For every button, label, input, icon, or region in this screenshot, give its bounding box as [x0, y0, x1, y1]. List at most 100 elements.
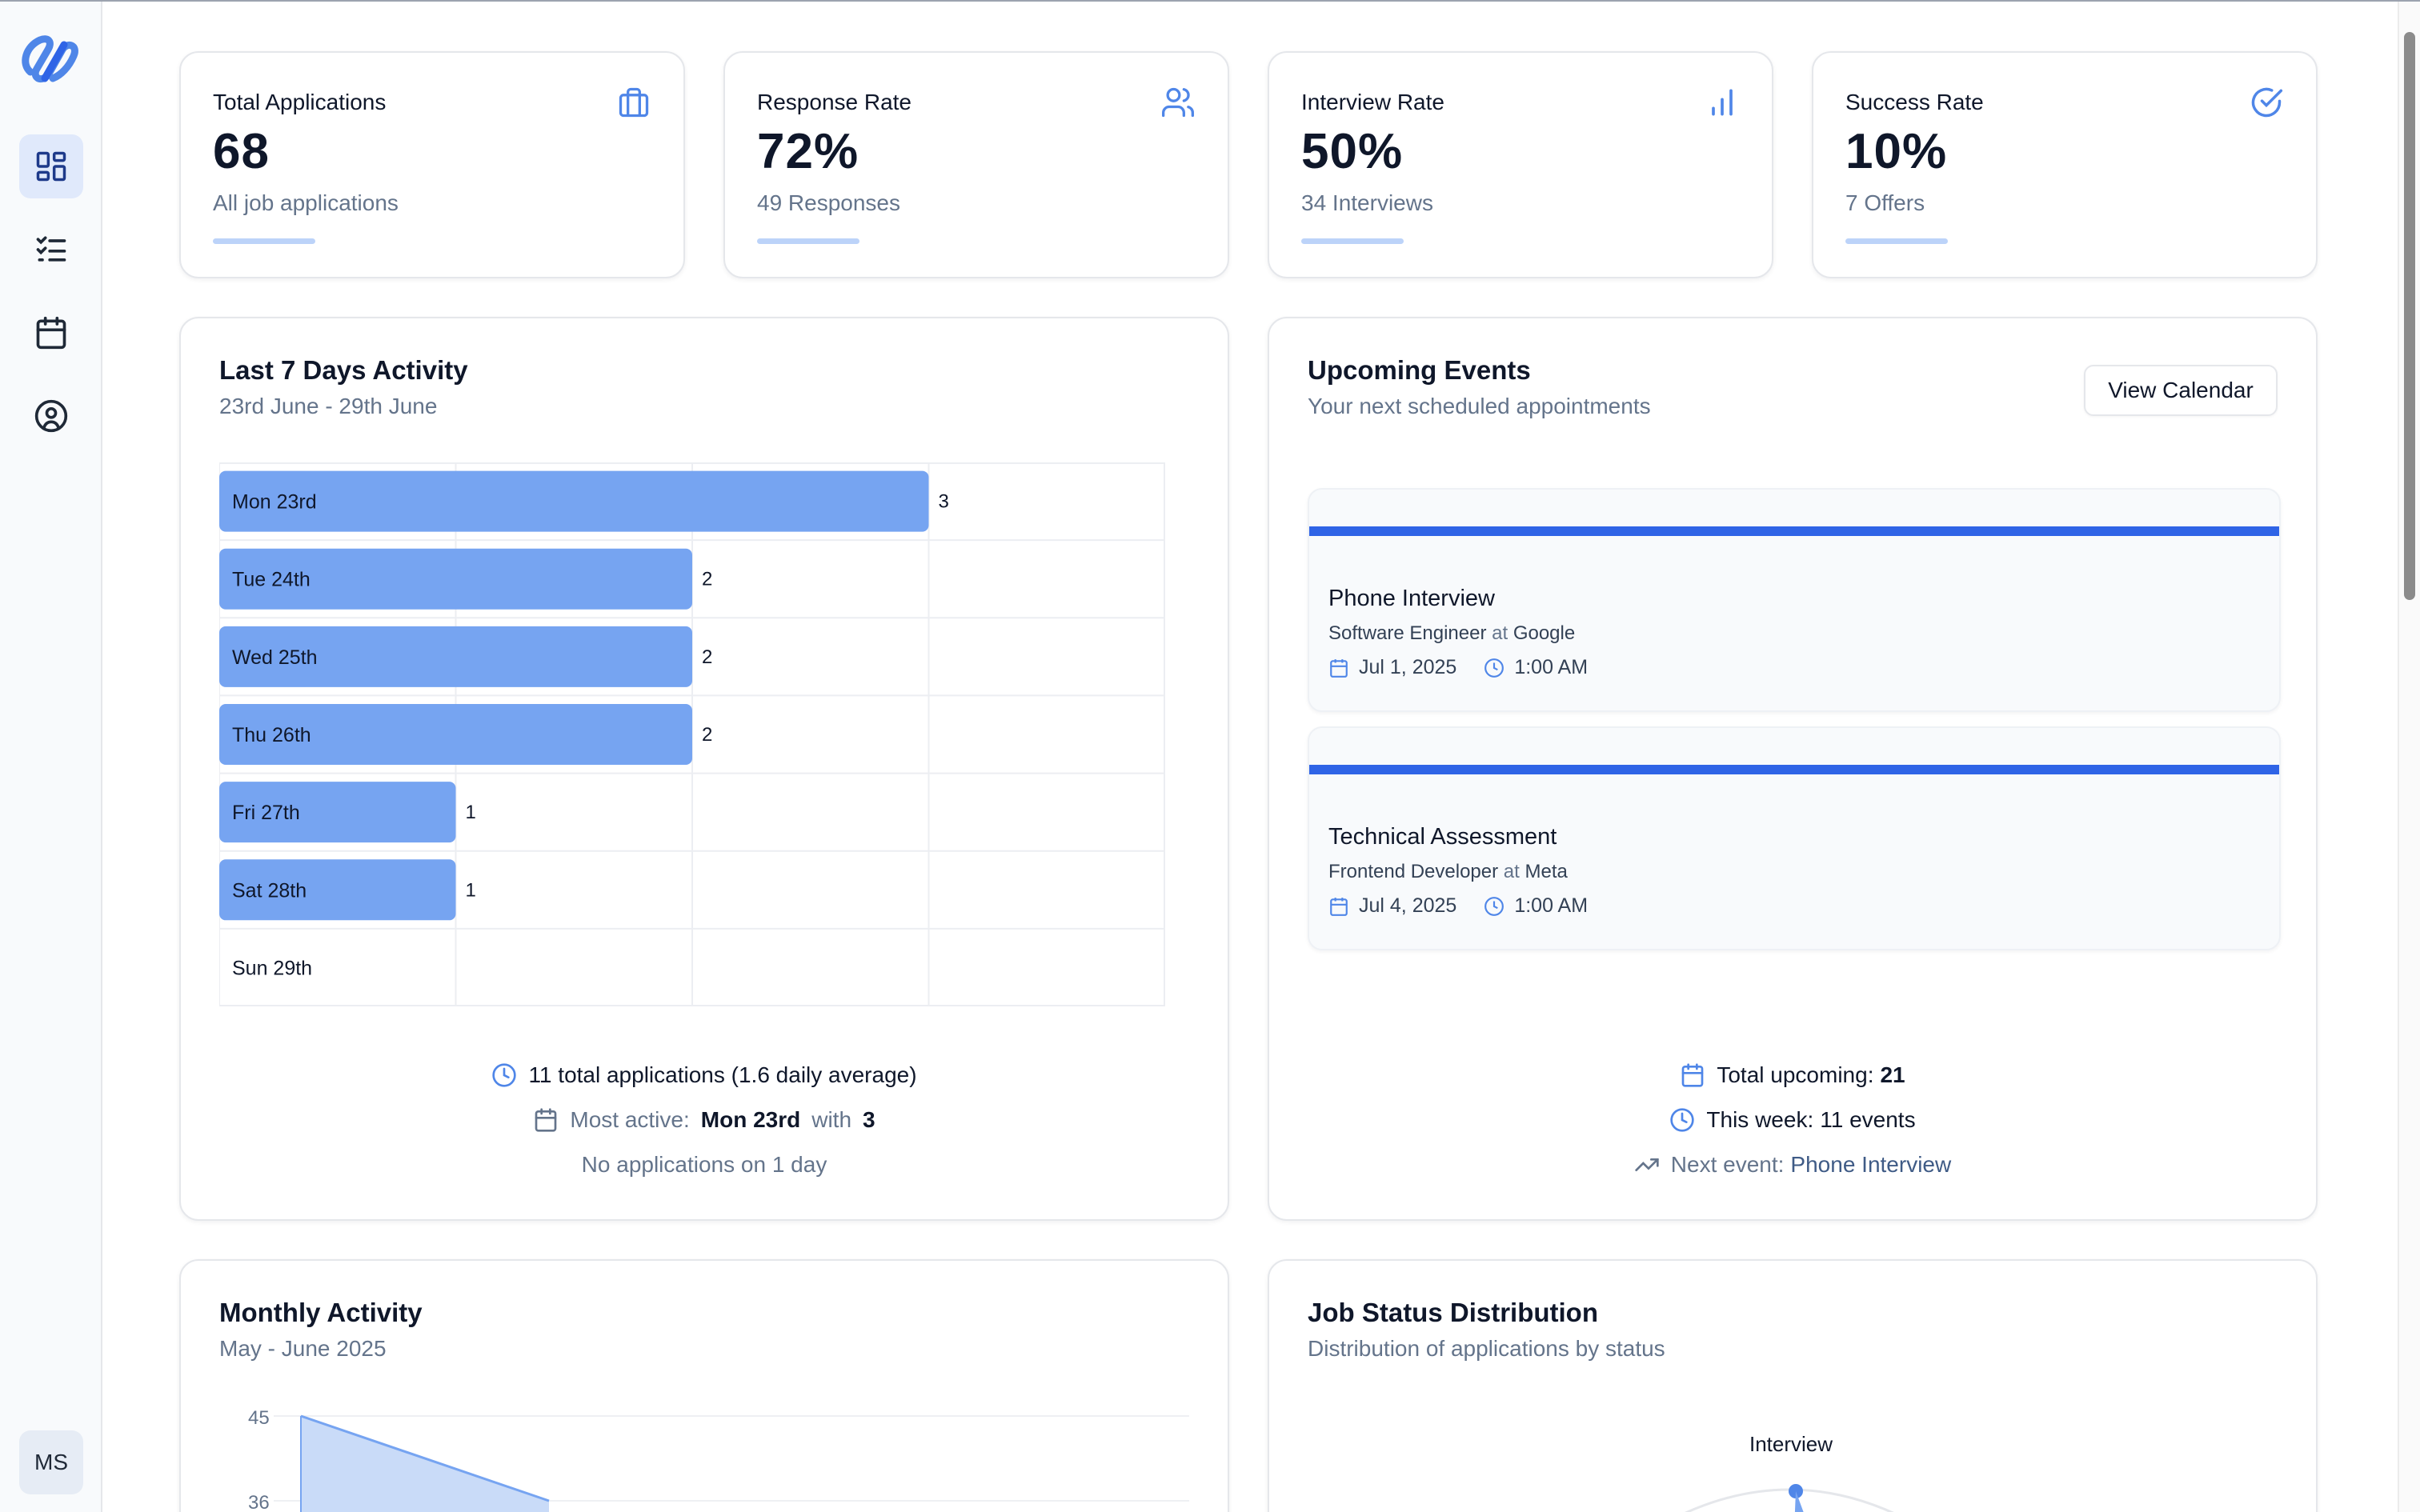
bar-chart-icon [1712, 89, 1733, 116]
events-this-week: This week: 11 events [1269, 1107, 2316, 1133]
app-logo-icon[interactable] [16, 26, 83, 93]
trending-up-icon [1635, 1158, 1659, 1171]
bar-value-label: 2 [702, 646, 712, 668]
event-role: Software Engineer at Google [1328, 622, 1575, 645]
nav-jobs-button[interactable] [19, 218, 83, 282]
stat-card-interview-rate: Interview Rate 50% 34 Interviews [1268, 51, 1773, 278]
stat-title: Response Rate [757, 90, 912, 114]
stat-subtitle: 49 Responses [757, 190, 901, 215]
activity-total-summary: 11 total applications (1.6 daily average… [181, 1062, 1228, 1088]
event-at: at [1492, 622, 1508, 644]
clock-icon [1670, 1108, 1695, 1132]
stat-value: 50% [1301, 124, 1404, 179]
stat-accent-bar [1301, 238, 1404, 244]
monthly-activity-card: Monthly Activity May - June 2025 45 36 [179, 1259, 1229, 1512]
event-role-title: Frontend Developer [1328, 861, 1499, 882]
bar-category-label: Fri 27th [232, 802, 300, 824]
clock-icon [1484, 658, 1504, 678]
monthly-area-chart: 45 36 [248, 1407, 1189, 1512]
activity-title: Last 7 Days Activity [219, 355, 468, 385]
bar-category-label: Mon 23rd [232, 491, 317, 514]
no-apps-text: No applications on 1 day [581, 1152, 827, 1177]
events-total-upcoming: Total upcoming: 21 [1269, 1062, 2316, 1088]
view-calendar-button[interactable]: View Calendar [2084, 365, 2278, 416]
bar-category-label: Tue 24th [232, 569, 311, 591]
sidebar: MS [0, 2, 102, 1512]
event-title: Technical Assessment [1328, 824, 1557, 850]
calendar-icon [535, 1108, 557, 1132]
bar-tue-24th[interactable] [219, 548, 692, 610]
briefcase-icon [619, 87, 649, 118]
next-event-label: Next event: [1670, 1152, 1785, 1177]
activity-bar-chart: 3 Mon 23rd 2 Tue 24th 2 Wed 25th 2 Thu 26th 1 Fri… [219, 462, 1165, 1006]
bar-category-label: Wed 25th [232, 646, 318, 669]
stat-accent-bar [757, 238, 859, 244]
event-meta: Jul 4, 2025 1:00 AM [1328, 894, 1588, 918]
distribution-title: Job Status Distribution [1308, 1298, 1598, 1327]
event-title: Phone Interview [1328, 586, 1495, 611]
page-scrollbar-thumb[interactable] [2404, 32, 2415, 600]
nav-profile-button[interactable] [19, 384, 83, 448]
events-subtitle: Your next scheduled appointments [1308, 394, 1651, 418]
activity-total-text: 11 total applications (1.6 daily average… [528, 1062, 917, 1087]
status-pie-chart [1685, 1484, 1894, 1512]
calendar-icon [36, 316, 66, 350]
stat-subtitle: 34 Interviews [1301, 190, 1433, 215]
clock-icon [492, 1063, 517, 1087]
nav-calendar-button[interactable] [19, 301, 83, 365]
bar-thu-26th[interactable] [219, 704, 692, 765]
bar-category-label: Sat 28th [232, 879, 307, 902]
stat-subtitle: All job applications [213, 190, 399, 215]
event-date: Jul 1, 2025 [1359, 656, 1457, 678]
calendar-icon [1330, 658, 1348, 678]
next-event-value[interactable]: Phone Interview [1790, 1152, 1952, 1177]
total-upcoming-label: Total upcoming: [1717, 1062, 1874, 1087]
y-tick-label: 45 [248, 1407, 270, 1429]
user-initials: MS [34, 1450, 68, 1474]
monthly-title: Monthly Activity [219, 1298, 423, 1327]
activity-card: Last 7 Days Activity 23rd June - 29th Ju… [179, 317, 1229, 1221]
stat-title: Total Applications [213, 90, 387, 114]
event-at: at [1503, 861, 1520, 882]
bar-value-label: 2 [702, 569, 712, 590]
stat-title: Interview Rate [1301, 90, 1444, 114]
event-role-title: Software Engineer [1328, 622, 1487, 644]
most-active-count: 3 [863, 1107, 875, 1132]
user-avatar[interactable]: MS [19, 1430, 83, 1494]
event-date: Jul 4, 2025 [1359, 894, 1457, 917]
window-top-border [0, 0, 2420, 2]
event-accent-bar [1309, 765, 2279, 774]
event-time: 1:00 AM [1514, 894, 1589, 917]
events-next-event: Next event: Phone Interview [1269, 1152, 2316, 1178]
bar-value-label: 1 [466, 802, 476, 823]
calendar-icon [1682, 1063, 1704, 1087]
bar-mon-23rd[interactable] [219, 470, 929, 532]
activity-most-active: Most active: Mon 23rd with 3 [181, 1107, 1228, 1133]
nav-dashboard-button[interactable] [19, 134, 83, 198]
stat-subtitle: 7 Offers [1845, 190, 1925, 215]
bar-category-label: Thu 26th [232, 724, 311, 746]
user-circle-icon [34, 399, 68, 433]
stat-value: 68 [213, 124, 270, 179]
event-card-phone-interview[interactable]: Phone Interview Software Engineer at Goo… [1308, 488, 2281, 712]
most-active-label: Most active: [570, 1107, 690, 1132]
activity-no-apps: No applications on 1 day [181, 1152, 1228, 1178]
dashboard-icon [36, 151, 66, 182]
pie-label-interview: Interview [1749, 1432, 1833, 1456]
event-card-technical-assessment[interactable]: Technical Assessment Frontend Developer … [1308, 726, 2281, 950]
stat-accent-bar [213, 238, 315, 244]
distribution-subtitle: Distribution of applications by status [1308, 1336, 1665, 1361]
event-company: Google [1512, 622, 1576, 644]
bar-sat-28th[interactable] [219, 859, 456, 921]
this-week-value: 11 events [1820, 1107, 1916, 1132]
monthly-subtitle: May - June 2025 [219, 1336, 387, 1361]
event-company: Meta [1525, 861, 1568, 882]
bar-fri-27th[interactable] [219, 782, 456, 843]
upcoming-events-card: Upcoming Events Your next scheduled appo… [1268, 317, 2318, 1221]
events-title: Upcoming Events [1308, 355, 1531, 385]
calendar-icon [1330, 897, 1348, 916]
most-active-day: Mon 23rd [700, 1107, 801, 1132]
clock-icon [1484, 896, 1504, 916]
bar-wed-25th[interactable] [219, 626, 692, 687]
stat-card-response-rate: Response Rate 72% 49 Responses [723, 51, 1229, 278]
